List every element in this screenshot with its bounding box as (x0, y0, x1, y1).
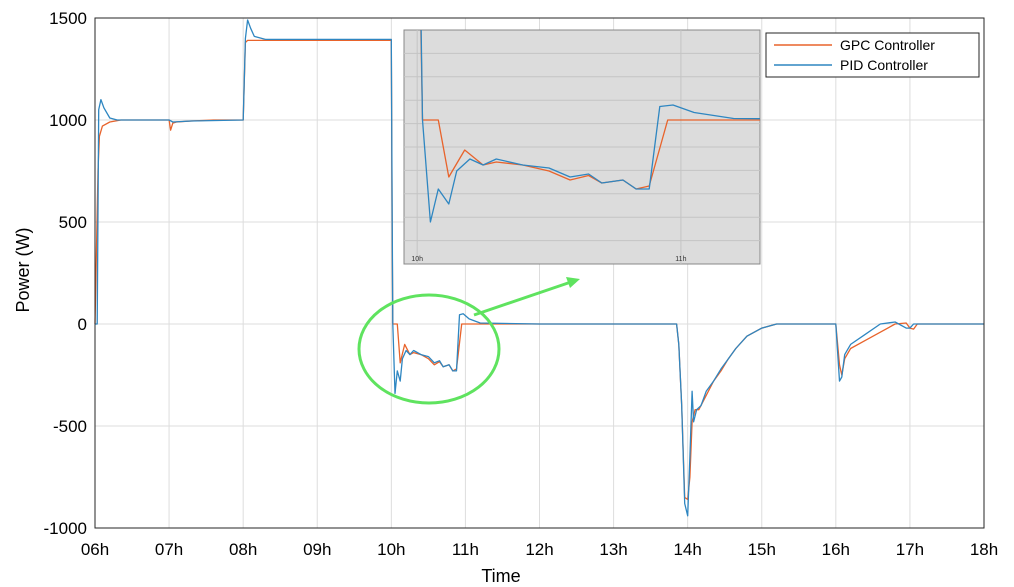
y-tick-label: -1000 (44, 519, 87, 538)
legend-box (765, 32, 980, 78)
x-tick-label: 07h (155, 540, 183, 559)
y-tick-label: 500 (59, 213, 87, 232)
inset-x-tick-label: 11h (675, 256, 686, 263)
y-tick-label: 1000 (49, 111, 87, 130)
x-tick-label: 14h (673, 540, 701, 559)
x-tick-label: 13h (599, 540, 627, 559)
plot-frame (94, 17, 985, 529)
tick-labels: 06h 07h 08h 09h 10h 11h 12h 13h 14h 15h 16h 17h 18h -… (44, 9, 999, 559)
inset-chart: 10h 11h (403, 29, 761, 265)
y-tick-label: -500 (53, 417, 87, 436)
y-tick-label: 0 (78, 315, 87, 334)
zoom-arrow (473, 280, 572, 317)
inset-tick-labels: 10h 11h (411, 256, 686, 263)
inset-series-line-pid (420, 30, 760, 223)
inset-grid (404, 30, 760, 264)
zoom-region-ellipse (357, 293, 501, 405)
x-tick-label: 18h (970, 540, 998, 559)
x-tick-label: 11h (452, 540, 479, 559)
inset-series-layer (420, 30, 760, 223)
inset-series-line-gpc (420, 30, 760, 190)
x-axis-label: Time (481, 566, 520, 586)
x-tick-label: 12h (525, 540, 553, 559)
y-tick-label: 1500 (49, 9, 87, 28)
legend-label-gpc: GPC Controller (840, 37, 935, 53)
inset-x-tick-label: 10h (411, 256, 423, 263)
legend-label-pid: PID Controller (840, 57, 928, 73)
x-tick-label: 09h (303, 540, 331, 559)
zoom-arrow-head (566, 277, 580, 288)
x-tick-label: 08h (229, 540, 257, 559)
legend: GPC Controller PID Controller (765, 32, 980, 78)
series-line-pid (95, 19, 984, 517)
y-axis-label: Power (W) (13, 228, 33, 313)
series-layer (94, 19, 984, 517)
x-tick-label: 06h (81, 540, 109, 559)
x-tick-label: 10h (377, 540, 405, 559)
x-tick-label: 15h (748, 540, 776, 559)
x-tick-label: 16h (822, 540, 850, 559)
x-tick-label: 17h (896, 540, 924, 559)
